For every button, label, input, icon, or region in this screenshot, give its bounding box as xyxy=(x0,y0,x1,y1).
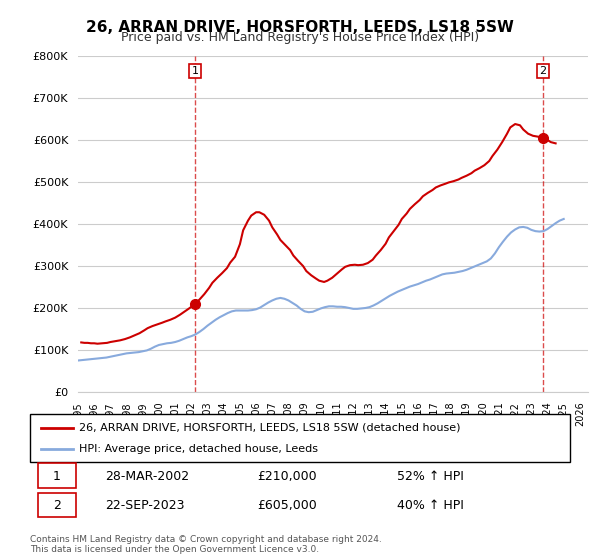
Text: 26, ARRAN DRIVE, HORSFORTH, LEEDS, LS18 5SW: 26, ARRAN DRIVE, HORSFORTH, LEEDS, LS18 … xyxy=(86,20,514,35)
Text: 22-SEP-2023: 22-SEP-2023 xyxy=(106,500,185,512)
FancyBboxPatch shape xyxy=(30,414,570,462)
Text: 1: 1 xyxy=(192,66,199,76)
Text: Price paid vs. HM Land Registry's House Price Index (HPI): Price paid vs. HM Land Registry's House … xyxy=(121,31,479,44)
Text: 28-MAR-2002: 28-MAR-2002 xyxy=(106,470,190,483)
Text: 52% ↑ HPI: 52% ↑ HPI xyxy=(397,470,464,483)
Text: £210,000: £210,000 xyxy=(257,470,316,483)
Text: £605,000: £605,000 xyxy=(257,500,317,512)
FancyBboxPatch shape xyxy=(38,493,76,517)
Text: 2: 2 xyxy=(539,66,547,76)
Text: HPI: Average price, detached house, Leeds: HPI: Average price, detached house, Leed… xyxy=(79,444,317,454)
Text: 1: 1 xyxy=(53,470,61,483)
Text: 26, ARRAN DRIVE, HORSFORTH, LEEDS, LS18 5SW (detached house): 26, ARRAN DRIVE, HORSFORTH, LEEDS, LS18 … xyxy=(79,423,460,433)
FancyBboxPatch shape xyxy=(38,463,76,488)
Text: Contains HM Land Registry data © Crown copyright and database right 2024.
This d: Contains HM Land Registry data © Crown c… xyxy=(30,535,382,554)
Text: 40% ↑ HPI: 40% ↑ HPI xyxy=(397,500,464,512)
Text: 2: 2 xyxy=(53,500,61,512)
